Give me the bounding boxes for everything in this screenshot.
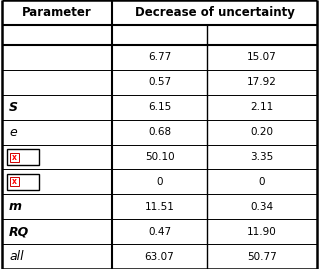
Text: 0.68: 0.68 <box>148 127 171 137</box>
Text: 0: 0 <box>259 177 265 187</box>
Text: 50.10: 50.10 <box>145 152 174 162</box>
Text: Parameter: Parameter <box>22 6 92 19</box>
Text: RQ: RQ <box>9 225 29 238</box>
Text: 17.92: 17.92 <box>247 77 277 87</box>
Text: 11.90: 11.90 <box>247 227 277 237</box>
Text: 6.77: 6.77 <box>148 52 171 62</box>
Text: 11.51: 11.51 <box>145 202 174 212</box>
Text: x: x <box>12 177 17 186</box>
Text: m: m <box>9 200 22 213</box>
Text: 15.07: 15.07 <box>247 52 277 62</box>
Text: S: S <box>9 101 18 114</box>
Bar <box>10 177 19 186</box>
Text: 2.11: 2.11 <box>250 102 274 112</box>
Text: all: all <box>9 250 24 263</box>
Text: 63.07: 63.07 <box>145 252 174 261</box>
Bar <box>7 149 39 165</box>
Text: Decrease of uncertainty: Decrease of uncertainty <box>135 6 294 19</box>
Text: x: x <box>12 153 17 161</box>
Text: 0.47: 0.47 <box>148 227 171 237</box>
Bar <box>7 174 39 190</box>
Text: 0: 0 <box>156 177 163 187</box>
Text: 0.57: 0.57 <box>148 77 171 87</box>
Text: e: e <box>9 126 17 139</box>
Text: 6.15: 6.15 <box>148 102 171 112</box>
Bar <box>10 153 19 161</box>
Text: 0.34: 0.34 <box>250 202 274 212</box>
Text: 3.35: 3.35 <box>250 152 274 162</box>
Text: 0.20: 0.20 <box>250 127 273 137</box>
Text: 50.77: 50.77 <box>247 252 277 261</box>
